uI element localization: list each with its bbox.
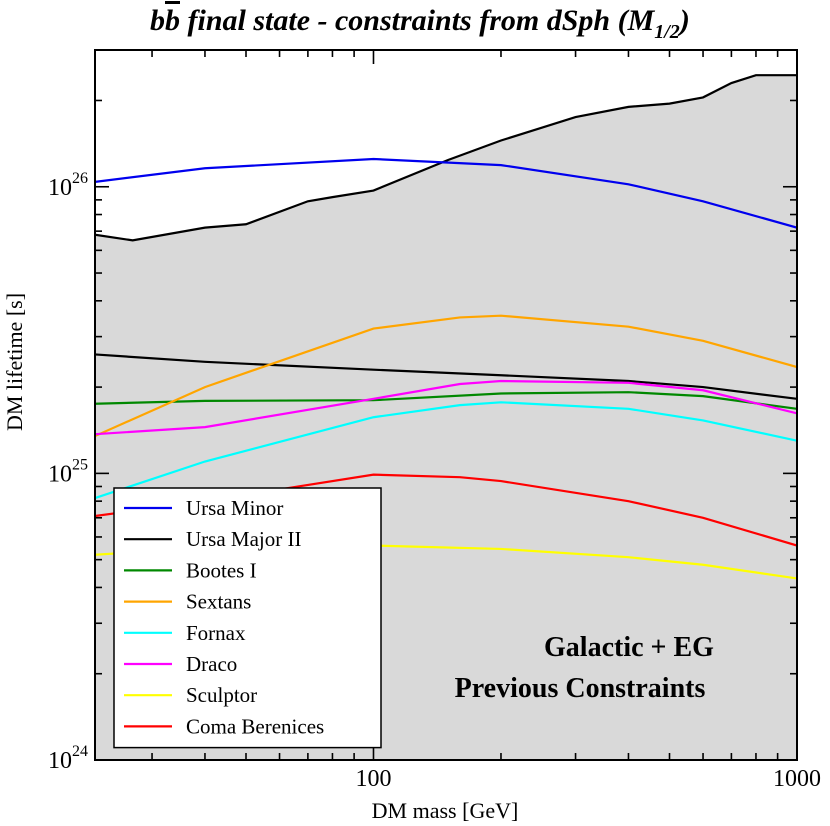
title-bbar: b	[165, 4, 180, 37]
legend-label-draco: Draco	[186, 652, 237, 676]
series-line-sextans	[95, 314, 797, 438]
series-line-ursa-minor	[95, 157, 797, 229]
legend-label-ursa-major-ii: Ursa Major II	[186, 527, 301, 551]
title-subscript: 1/2	[654, 21, 680, 43]
legend-label-sextans: Sextans	[186, 590, 251, 614]
legend-label-bootes-i: Bootes I	[186, 558, 257, 582]
legend-label-coma-berenices: Coma Berenices	[186, 714, 324, 738]
y-tick-label: 1024	[48, 743, 88, 774]
axis-ticks	[95, 50, 798, 761]
title-close: )	[677, 4, 690, 37]
annotation-line-2: Previous Constraints	[455, 673, 706, 704]
plot-frame	[94, 49, 798, 761]
title-b: b	[150, 4, 165, 37]
axis-tick-labels: 100 1000 1024 1025 1026	[48, 170, 821, 792]
legend-label-fornax: Fornax	[186, 621, 246, 645]
legend-box	[113, 487, 382, 749]
x-tick-label: 1000	[773, 766, 821, 792]
chart-title: bb final state - constraints from dSph (…	[150, 4, 690, 43]
series-line-bootes-i	[95, 391, 797, 410]
legend: Ursa Minor Ursa Major II Bootes I Sextans Fo…	[113, 487, 382, 749]
title-main: final state - constraints from dSph (M	[180, 4, 656, 37]
series-line-fornax	[95, 401, 797, 500]
y-axis-label: DM lifetime [s]	[2, 293, 27, 431]
legend-label-ursa-minor: Ursa Minor	[186, 496, 283, 520]
series-line-ursa-major-ii	[95, 353, 797, 400]
shaded-region-boundary	[95, 74, 797, 242]
x-axis-label: DM mass [GeV]	[372, 798, 519, 823]
series-line-draco	[95, 379, 797, 436]
annotation-line-1: Galactic + EG	[544, 632, 714, 663]
legend-label-sculptor: Sculptor	[186, 683, 257, 707]
y-tick-label: 1026	[48, 170, 88, 201]
y-tick-label: 1025	[48, 456, 88, 487]
x-tick-label: 100	[355, 766, 391, 792]
